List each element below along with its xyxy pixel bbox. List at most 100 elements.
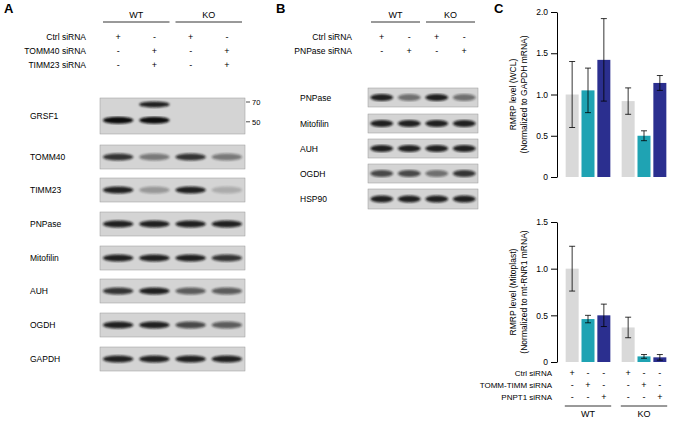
treatment-sign: - xyxy=(643,392,646,402)
tick: 1.0 xyxy=(536,90,557,100)
tick-label: 0.5 xyxy=(536,311,548,321)
group-underline xyxy=(176,22,243,23)
band xyxy=(425,196,448,203)
panel-label: B xyxy=(276,1,285,16)
error-bar xyxy=(657,355,663,361)
treatment-sign: + xyxy=(407,46,412,56)
error-line xyxy=(572,246,573,291)
band xyxy=(103,322,133,329)
treatment-sign: + xyxy=(570,368,575,378)
band xyxy=(453,145,476,152)
group-underline xyxy=(565,406,611,407)
error-cap xyxy=(585,322,591,323)
error-bar xyxy=(569,246,575,291)
treatment-label: PNPase siRNA xyxy=(294,46,352,56)
category-label: KO xyxy=(637,409,650,419)
blot-panel: WTKOCtrl siRNA+-+-TOMM40 siRNA-+-+TIMM23… xyxy=(24,10,260,371)
tick-label: 1.0 xyxy=(536,90,548,100)
treatment-sign: + xyxy=(462,46,467,56)
error-cap xyxy=(569,246,575,247)
treatment-sign: - xyxy=(627,392,630,402)
band xyxy=(175,255,205,262)
protein-label: HSP90 xyxy=(300,194,327,204)
tick-mark xyxy=(551,12,557,13)
treatment-label: Ctrl siRNA xyxy=(46,32,86,42)
treatment-label: Ctrl siRNA xyxy=(312,32,352,42)
band xyxy=(139,221,169,228)
tick: 1.5 xyxy=(536,217,557,227)
band xyxy=(175,288,205,295)
error-cap xyxy=(657,75,663,76)
tick-label: 2.0 xyxy=(536,7,548,17)
band xyxy=(398,196,421,203)
blot-background xyxy=(100,279,245,303)
error-cap xyxy=(601,326,607,327)
treatment-sign: - xyxy=(408,32,411,42)
band xyxy=(425,170,448,177)
band xyxy=(370,145,393,152)
error-line xyxy=(603,304,604,326)
error-bar xyxy=(569,62,575,128)
treatment-sign: - xyxy=(658,368,661,378)
treatment-sign: - xyxy=(587,368,590,378)
blot-background xyxy=(100,212,245,236)
blot-background xyxy=(368,139,478,158)
error-line xyxy=(659,355,660,361)
band xyxy=(212,187,242,194)
protein-label: Mitofilin xyxy=(300,119,329,129)
tick: 2.0 xyxy=(536,7,557,17)
error-cap xyxy=(625,87,631,88)
blot-background xyxy=(100,178,245,202)
error-cap xyxy=(585,112,591,113)
tick-label: 1.5 xyxy=(536,48,548,58)
band xyxy=(103,288,133,295)
band xyxy=(103,117,133,124)
blot-background xyxy=(100,98,245,134)
legend-label: TOMM-TIMM siRNA xyxy=(480,381,553,390)
band xyxy=(103,221,133,228)
band xyxy=(103,356,133,363)
group-label: WT xyxy=(129,10,143,20)
axis-title: RMRP level (WCL) xyxy=(508,59,518,131)
error-cap xyxy=(569,127,575,128)
tick-mark xyxy=(551,95,557,96)
treatment-label: TOMM40 siRNA xyxy=(24,46,86,56)
band xyxy=(175,154,205,161)
figure: ABCWTKOCtrl siRNA+-+-TOMM40 siRNA-+-+TIM… xyxy=(0,0,680,422)
plot-area xyxy=(566,19,667,177)
band xyxy=(175,322,205,329)
band xyxy=(425,120,448,127)
band xyxy=(139,117,169,124)
y-axis: 00.51.01.5 xyxy=(536,217,557,367)
treatment-sign: - xyxy=(117,46,120,56)
blot-background xyxy=(100,246,245,270)
band xyxy=(370,170,393,177)
blot-background xyxy=(100,145,245,169)
error-line xyxy=(603,19,604,102)
blot-background xyxy=(368,114,478,133)
band xyxy=(398,120,421,127)
treatment-sign: - xyxy=(571,380,574,390)
blot-background xyxy=(100,347,245,371)
tick: 0.5 xyxy=(536,311,557,321)
band xyxy=(453,94,476,101)
bar xyxy=(638,136,651,177)
tick: 0 xyxy=(543,172,557,182)
band xyxy=(103,187,133,194)
band xyxy=(453,120,476,127)
error-cap xyxy=(641,354,647,355)
tick-mark xyxy=(551,315,557,316)
treatment-sign: + xyxy=(626,368,631,378)
treatment-sign: - xyxy=(225,32,228,42)
bar xyxy=(582,319,595,362)
band xyxy=(139,187,169,194)
error-bar xyxy=(641,131,647,141)
treatment-sign: - xyxy=(153,32,156,42)
error-line xyxy=(588,315,589,322)
error-cap xyxy=(657,360,663,361)
band xyxy=(139,255,169,262)
tick-label: 0 xyxy=(543,357,548,367)
group-label: WT xyxy=(389,10,403,20)
protein-label: OGDH xyxy=(300,169,326,179)
group-underline xyxy=(371,22,420,23)
